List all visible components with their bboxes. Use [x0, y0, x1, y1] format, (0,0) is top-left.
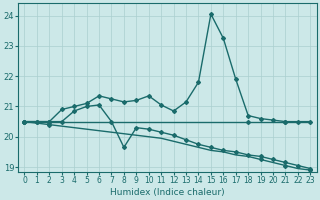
- X-axis label: Humidex (Indice chaleur): Humidex (Indice chaleur): [110, 188, 225, 197]
